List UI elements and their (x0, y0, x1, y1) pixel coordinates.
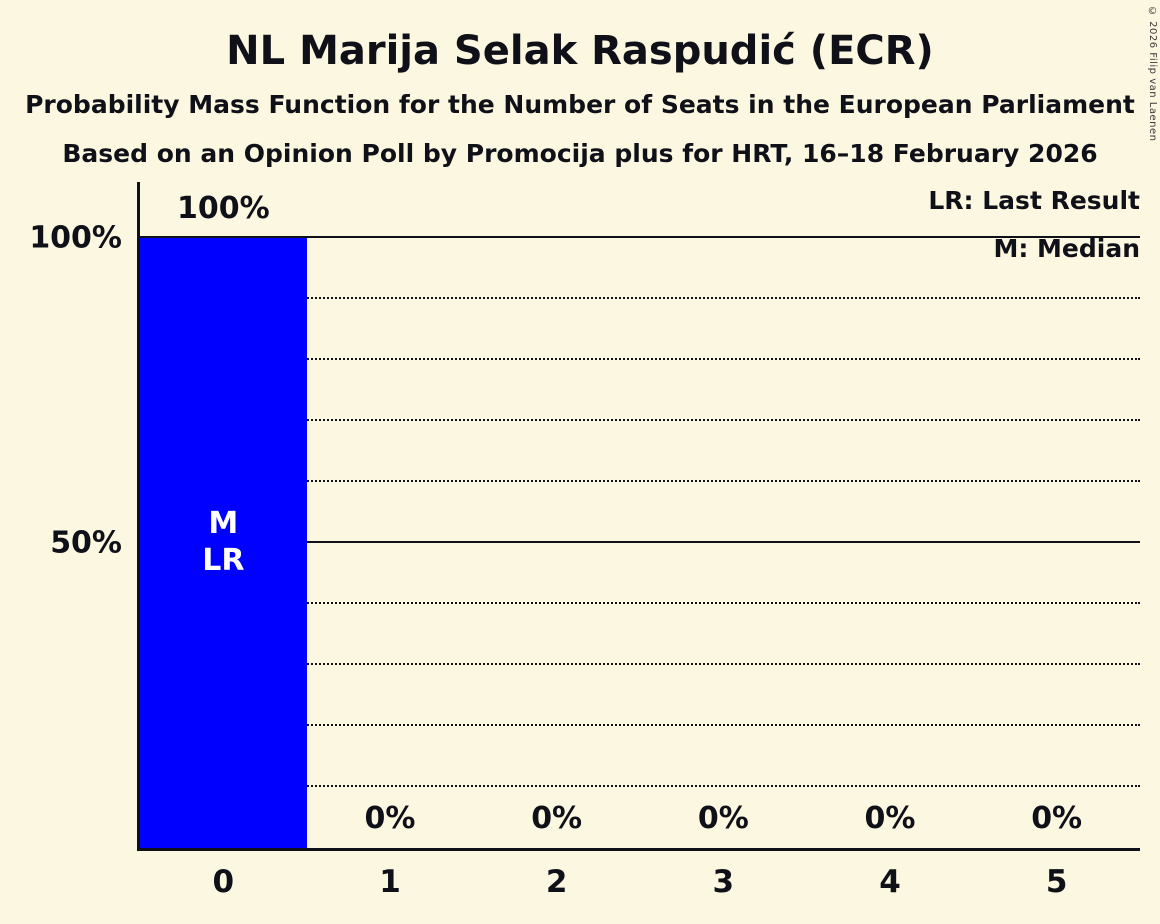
bar-value-label-2: 0% (531, 801, 583, 836)
copyright-notice: © 2026 Filip van Laenen (1147, 6, 1158, 142)
bar-value-label-3: 0% (697, 801, 749, 836)
bar-annotation-line: LR (202, 543, 245, 579)
gridline-dotted-90 (140, 297, 1140, 299)
plot-area: 100% 0% 0% 0% 0% 0% M LR (140, 191, 1140, 848)
chart-subtitle-poll: Based on an Opinion Poll by Promocija pl… (62, 139, 1098, 168)
x-tick-label-1: 1 (379, 864, 401, 900)
gridline-dotted-10 (140, 785, 1140, 787)
bar-value-label-0: 100% (176, 191, 270, 226)
x-tick-label-2: 2 (545, 864, 568, 900)
gridline-dotted-40 (140, 602, 1140, 604)
legend-median: M: Median (993, 234, 1140, 263)
bar-value-label-5: 0% (1031, 801, 1083, 836)
legend-last-result: LR: Last Result (928, 186, 1140, 215)
x-tick-label-5: 5 (1045, 864, 1068, 900)
x-axis-line (137, 848, 1140, 851)
gridline-solid-50 (140, 541, 1140, 543)
gridline-dotted-70 (140, 419, 1140, 421)
gridline-solid-100 (140, 236, 1140, 238)
gridline-dotted-30 (140, 663, 1140, 665)
x-tick-label-0: 0 (212, 864, 235, 900)
y-axis-line (137, 182, 140, 851)
chart-title: NL Marija Selak Raspudić (ECR) (226, 28, 934, 74)
x-tick-label-3: 3 (712, 864, 735, 900)
bar-annotation-line: M (208, 506, 239, 542)
bar-value-label-4: 0% (864, 801, 916, 836)
gridline-dotted-60 (140, 480, 1140, 482)
gridline-dotted-80 (140, 358, 1140, 360)
y-axis-tick-labels: 100% 50% (0, 221, 122, 848)
y-tick-label-50: 50% (50, 525, 122, 561)
bar-value-label-1: 0% (364, 801, 416, 836)
x-tick-label-4: 4 (879, 864, 901, 900)
x-axis-tick-labels: 0 1 2 3 4 5 (140, 864, 1140, 914)
y-tick-label-100: 100% (29, 220, 122, 256)
chart-subtitle: Probability Mass Function for the Number… (25, 90, 1135, 119)
bar-annotation-median-lastresult: M LR (140, 506, 307, 579)
bar-seats-0 (140, 238, 307, 848)
gridline-dotted-20 (140, 724, 1140, 726)
